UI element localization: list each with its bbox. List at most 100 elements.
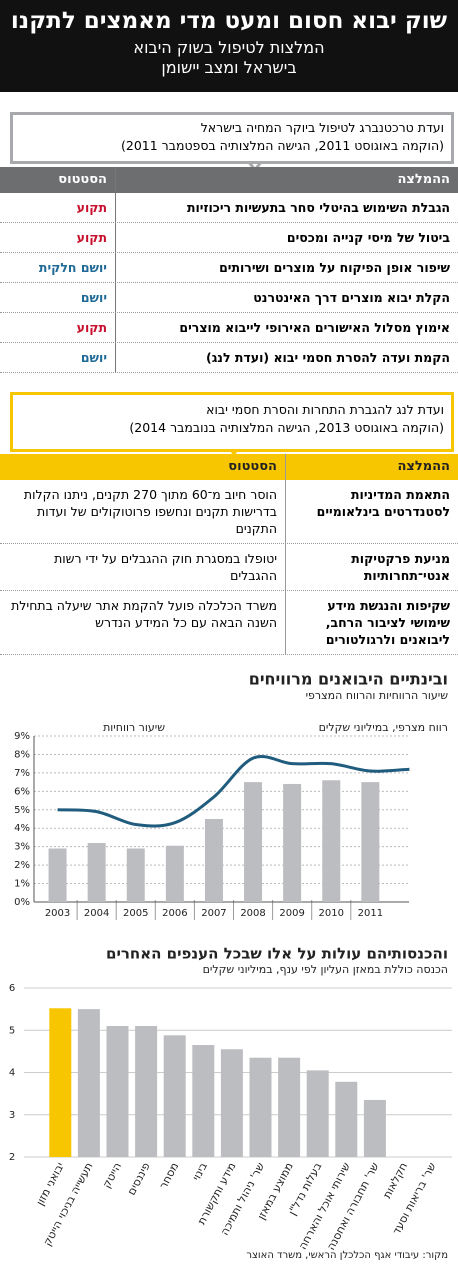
- status: משרד הכלכלה פועל להקמת אתר שיעלה בתחילת …: [11, 598, 277, 630]
- recommendation: מניעת פרקטיקות אנטי־תחרותיות: [285, 544, 458, 590]
- y-tick-label: 2%: [14, 860, 30, 871]
- bar: [220, 1049, 243, 1157]
- table-row: מניעת פרקטיקות אנטי־תחרותיות יטופלו במסגר…: [0, 544, 458, 591]
- legend-label: רווח מצרפי, במיליוני שקלים: [319, 721, 448, 734]
- x-tick-label: 2006: [162, 908, 187, 919]
- bar: [77, 1009, 100, 1157]
- y-tick-label: 3: [9, 1110, 15, 1121]
- recommendation: התאמת המדיניות לסטנדרטים בינלאומיים: [285, 480, 458, 543]
- committee-dates: (הוקמה באוגוסט 2011, הגישה המלצותיה בספט…: [121, 138, 444, 153]
- status: יטופלו במסגרת חוק ההגבלים על ידי רשות הה…: [54, 551, 277, 583]
- bar: [165, 845, 184, 902]
- table-row: הקמת ועדה להסרת חסמי יבוא (ועדת לנג) יושם: [0, 343, 458, 373]
- chart-title: והכנסותיהם עולות על אלו שבכל הענפים האחר…: [106, 945, 448, 963]
- y-tick-label: 3%: [14, 842, 30, 853]
- chart-subtitle: שיעור הרווחיות והרווח המצרפי: [306, 689, 449, 702]
- table: ההמלצה הסטטוס הגבלת השימוש בהיטלי סחר בת…: [0, 167, 458, 373]
- table-row: אימוץ מסלול האישורים האירופי לייבוא מוצר…: [0, 313, 458, 343]
- committee-dates: (הוקמה באוגוסט 2013, הגישה המלצותיה בנוב…: [129, 420, 444, 435]
- x-tick-label: שר' תחבורה ואחסנה: [324, 1160, 381, 1252]
- x-tick-label: בינוי: [190, 1160, 210, 1183]
- recommendation: הקלת יבוא מוצרים דרך האינטרנט: [115, 283, 458, 312]
- y-tick-label: 1%: [14, 879, 30, 890]
- table-row: שקיפות והנגשת מידע שימושי לציבור הרחב, ל…: [0, 591, 458, 655]
- bar: [361, 782, 380, 902]
- table: ההמלצה הסטטוס התאמת המדיניות לסטנדרטים ב…: [0, 454, 458, 655]
- committee-box: ועדת לנג להגברת התחרות והסרת חסמי יבוא (…: [10, 392, 454, 452]
- table-header: ההמלצה הסטטוס: [0, 454, 458, 480]
- bar: [278, 1057, 301, 1157]
- committee-name: ועדת לנג להגברת התחרות והסרת חסמי יבוא: [206, 402, 444, 417]
- header: שוק יבוא חסום ומעט מדי מאמצים לתקנו המלצ…: [0, 0, 458, 92]
- committee-name: ועדת טרכטנברג לטיפול ביוקר המחיה בישראל: [200, 120, 444, 135]
- y-tick-label: 0%: [14, 897, 30, 908]
- y-tick-label: 9%: [14, 731, 30, 742]
- bar: [249, 1057, 272, 1157]
- table-row: הגבלת השימוש בהיטלי סחר בתעשיות ריכוזיות…: [0, 193, 458, 223]
- y-tick-label: 6: [9, 983, 15, 994]
- table-row: הקלת יבוא מוצרים דרך האינטרנט יושם: [0, 283, 458, 313]
- column-header: הסטטוס: [228, 459, 277, 474]
- status: יושם: [80, 290, 107, 305]
- y-tick-label: 4%: [14, 823, 30, 834]
- x-tick-label: 2003: [45, 908, 70, 919]
- column-header: ההמלצה: [285, 454, 458, 480]
- legend-label: שיעור רווחיות: [103, 721, 165, 734]
- bar: [363, 1099, 386, 1157]
- bar: [48, 848, 67, 902]
- bar: [322, 780, 341, 902]
- status: תקוע: [76, 200, 107, 215]
- recommendation: הקמת ועדה להסרת חסמי יבוא (ועדת לנג): [115, 343, 458, 372]
- recommendation: ביטול של מיסי קנייה ומכסים: [115, 223, 458, 252]
- y-tick-label: 6%: [14, 786, 30, 797]
- committee-box: ועדת טרכטנברג לטיפול ביוקר המחיה בישראל …: [10, 112, 454, 164]
- bar: [126, 848, 145, 902]
- status: יושם חלקית: [38, 260, 107, 275]
- y-tick-label: 4: [9, 1068, 15, 1079]
- line: [57, 755, 410, 828]
- x-tick-label: מסחר: [157, 1160, 182, 1191]
- bar: [283, 783, 302, 902]
- bar: [87, 842, 106, 902]
- chart-title: ובינתיים היבואנים מרוויחים: [249, 670, 448, 689]
- x-tick-label: פיננסים: [125, 1160, 153, 1197]
- table-row: ביטול של מיסי קנייה ומכסים תקוע: [0, 223, 458, 253]
- bar: [135, 1026, 158, 1157]
- x-tick-label: חקלאות: [380, 1160, 410, 1200]
- table-row: התאמת המדיניות לסטנדרטים בינלאומיים הוסר …: [0, 480, 458, 544]
- title: שוק יבוא חסום ומעט מדי מאמצים לתקנו: [10, 8, 448, 34]
- x-tick-label: 2009: [279, 908, 304, 919]
- y-tick-label: 5%: [14, 805, 30, 816]
- y-tick-label: 2: [9, 1152, 15, 1163]
- y-tick-label: 5: [9, 1025, 15, 1036]
- x-tick-label: 2004: [84, 908, 109, 919]
- subtitle: המלצות לטיפול בשוק היבוא: [133, 38, 325, 57]
- bar: [244, 782, 263, 902]
- y-tick-label: 8%: [14, 749, 30, 760]
- status: תקוע: [76, 320, 107, 335]
- recommendation: אימוץ מסלול האישורים האירופי לייבוא מוצר…: [115, 313, 458, 342]
- subtitle: בישראל ומצב יישומן: [161, 58, 297, 77]
- bar: [335, 1081, 358, 1157]
- y-tick-label: 7%: [14, 768, 30, 779]
- recommendation: הגבלת השימוש בהיטלי סחר בתעשיות ריכוזיות: [115, 193, 458, 222]
- x-tick-label: 2005: [123, 908, 148, 919]
- x-tick-label: 2010: [319, 908, 344, 919]
- bar: [306, 1070, 329, 1157]
- status: הוסר חיוב מ־60 מתוך 270 תקנים, ניתנו הקל…: [23, 487, 277, 536]
- column-header: הסטטוס: [58, 172, 107, 187]
- x-tick-label: 2007: [201, 908, 226, 919]
- bar: [192, 1045, 215, 1157]
- column-header: ההמלצה: [115, 167, 458, 193]
- bar: [204, 819, 223, 902]
- table-row: שיפור אופן הפיקוח על מוצרים ושירותים יושם…: [0, 253, 458, 283]
- status: תקוע: [76, 230, 107, 245]
- x-tick-label: הייטק: [100, 1160, 124, 1190]
- recommendation: שיפור אופן הפיקוח על מוצרים ושירותים: [115, 253, 458, 282]
- x-tick-label: 2011: [358, 908, 383, 919]
- chart-subtitle: הכנסה כוללת במאזן העליון לפי ענף, במיליו…: [203, 963, 448, 976]
- status: יושם: [80, 350, 107, 365]
- recommendation: שקיפות והנגשת מידע שימושי לציבור הרחב, ל…: [285, 591, 458, 654]
